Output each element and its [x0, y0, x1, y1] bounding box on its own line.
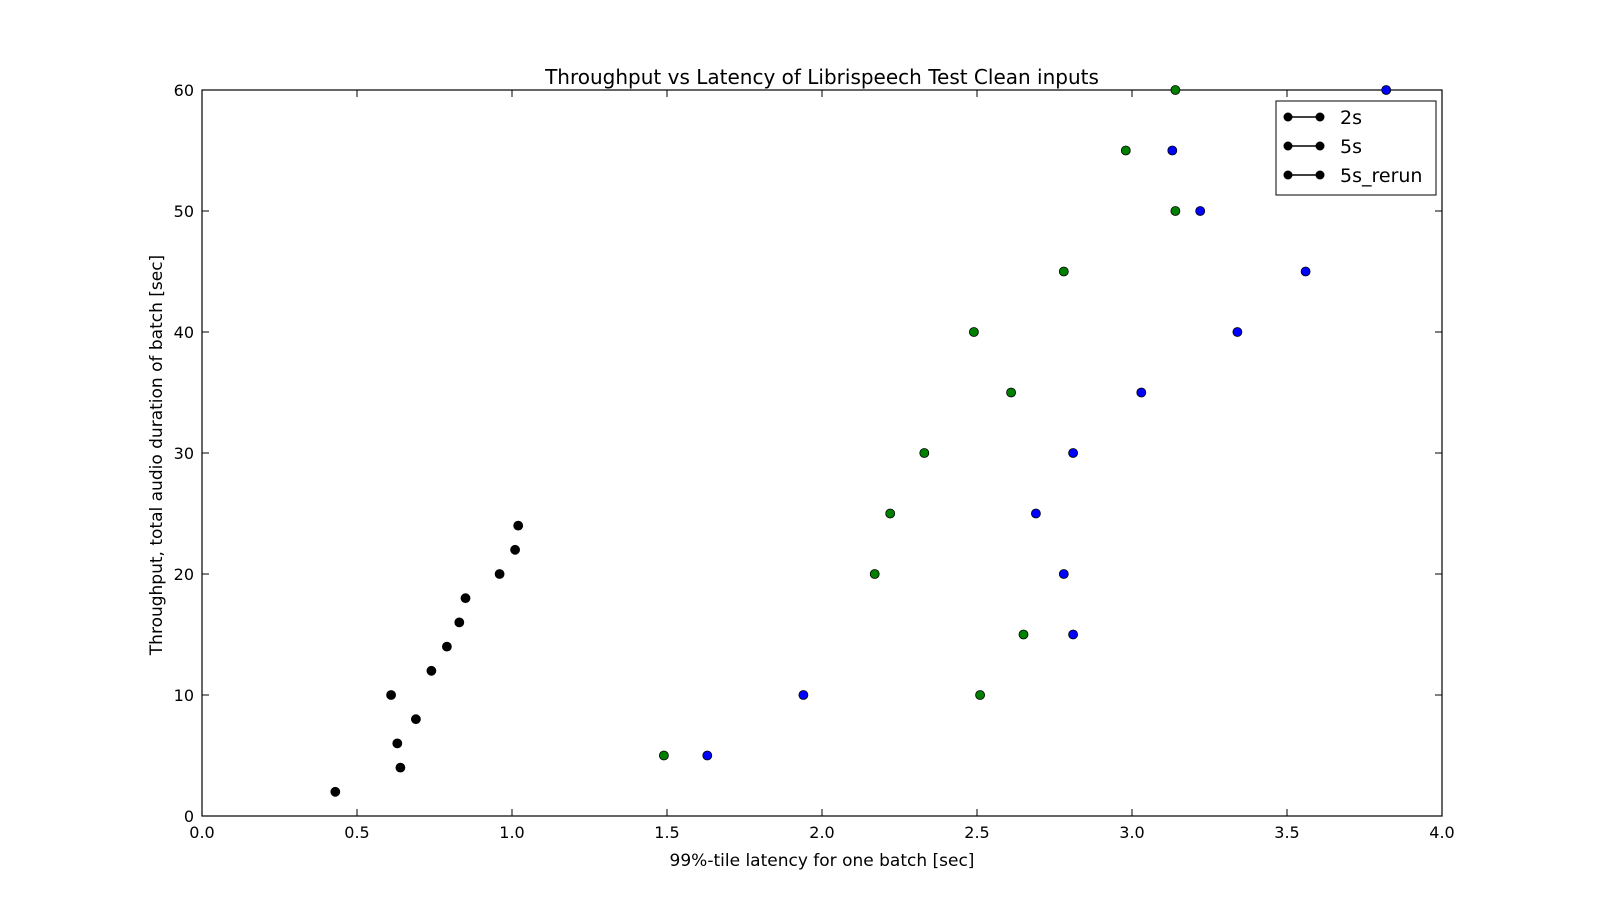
point-2s	[513, 520, 524, 531]
legend-marker	[1315, 141, 1325, 151]
x-tick-label: 0.5	[344, 823, 369, 842]
data-points	[330, 85, 1392, 797]
y-tick-label: 10	[174, 686, 194, 705]
point-2s	[494, 569, 505, 579]
point-5s	[1136, 387, 1147, 398]
point-5s	[702, 750, 713, 761]
point-5s_rerun	[1170, 206, 1181, 216]
point-5s_rerun	[1120, 145, 1131, 156]
y-axis: 0 10 20 30 40 50 60	[174, 81, 1442, 826]
point-5s	[1068, 629, 1078, 640]
y-tick-label: 60	[174, 81, 194, 100]
y-tick-label: 40	[174, 323, 194, 342]
point-5s_rerun	[1058, 266, 1069, 277]
y-tick-label: 20	[174, 565, 194, 584]
point-5s_rerun	[969, 327, 979, 337]
point-5s_rerun	[885, 508, 896, 519]
point-5s	[1068, 448, 1078, 458]
point-2s	[426, 665, 437, 676]
point-5s	[1381, 85, 1392, 95]
point-2s	[392, 738, 403, 749]
legend-marker	[1315, 170, 1325, 180]
legend-label: 2s	[1340, 107, 1362, 129]
point-5s	[1058, 569, 1069, 579]
x-tick-label: 1.0	[499, 823, 524, 842]
y-tick-label: 0	[184, 807, 194, 826]
legend: 2s 5s 5s_rerun	[1275, 100, 1437, 196]
point-5s_rerun	[1170, 85, 1181, 95]
point-2s	[454, 617, 465, 628]
point-2s	[410, 714, 421, 725]
legend-label: 5s_rerun	[1340, 165, 1422, 187]
point-2s	[386, 690, 397, 700]
point-5s	[1031, 508, 1041, 519]
point-5s_rerun	[919, 448, 930, 458]
x-tick-label: 2.5	[964, 823, 989, 842]
point-5s	[1300, 266, 1311, 277]
point-5s_rerun	[975, 690, 985, 700]
point-5s_rerun	[659, 750, 669, 761]
legend-label: 5s	[1340, 136, 1362, 158]
chart-title: Throughput vs Latency of Librispeech Tes…	[544, 65, 1099, 89]
plot-frame	[201, 89, 1443, 817]
x-tick-label: 2.0	[809, 823, 834, 842]
point-2s	[441, 641, 452, 652]
legend-marker	[1283, 112, 1293, 122]
x-axis: 0.0 0.5 1.0 1.5 2.0 2.5 3.0 3.5 4.0	[189, 90, 1455, 842]
point-2s	[460, 593, 471, 604]
point-5s_rerun	[1018, 629, 1029, 640]
x-tick-label: 1.5	[654, 823, 679, 842]
point-5s	[1195, 206, 1206, 216]
point-5s	[1232, 327, 1243, 337]
point-5s_rerun	[869, 569, 880, 579]
y-axis-label: Throughput, total audio duration of batc…	[147, 255, 167, 656]
legend-marker	[1315, 112, 1325, 122]
point-5s	[798, 690, 809, 700]
legend-marker	[1283, 141, 1293, 151]
x-tick-label: 0.0	[189, 823, 214, 842]
y-tick-label: 30	[174, 444, 194, 463]
point-2s	[510, 544, 520, 555]
point-2s	[330, 786, 341, 797]
x-tick-label: 3.5	[1274, 823, 1299, 842]
y-tick-label: 50	[174, 202, 194, 221]
plot-area	[201, 89, 1443, 817]
x-axis-label: 99%-tile latency for one batch [sec]	[670, 851, 975, 871]
point-5s_rerun	[1006, 387, 1016, 398]
point-5s	[1167, 145, 1178, 156]
x-tick-label: 4.0	[1429, 823, 1454, 842]
point-2s	[395, 762, 406, 773]
legend-marker	[1283, 170, 1293, 180]
x-tick-label: 3.0	[1119, 823, 1144, 842]
